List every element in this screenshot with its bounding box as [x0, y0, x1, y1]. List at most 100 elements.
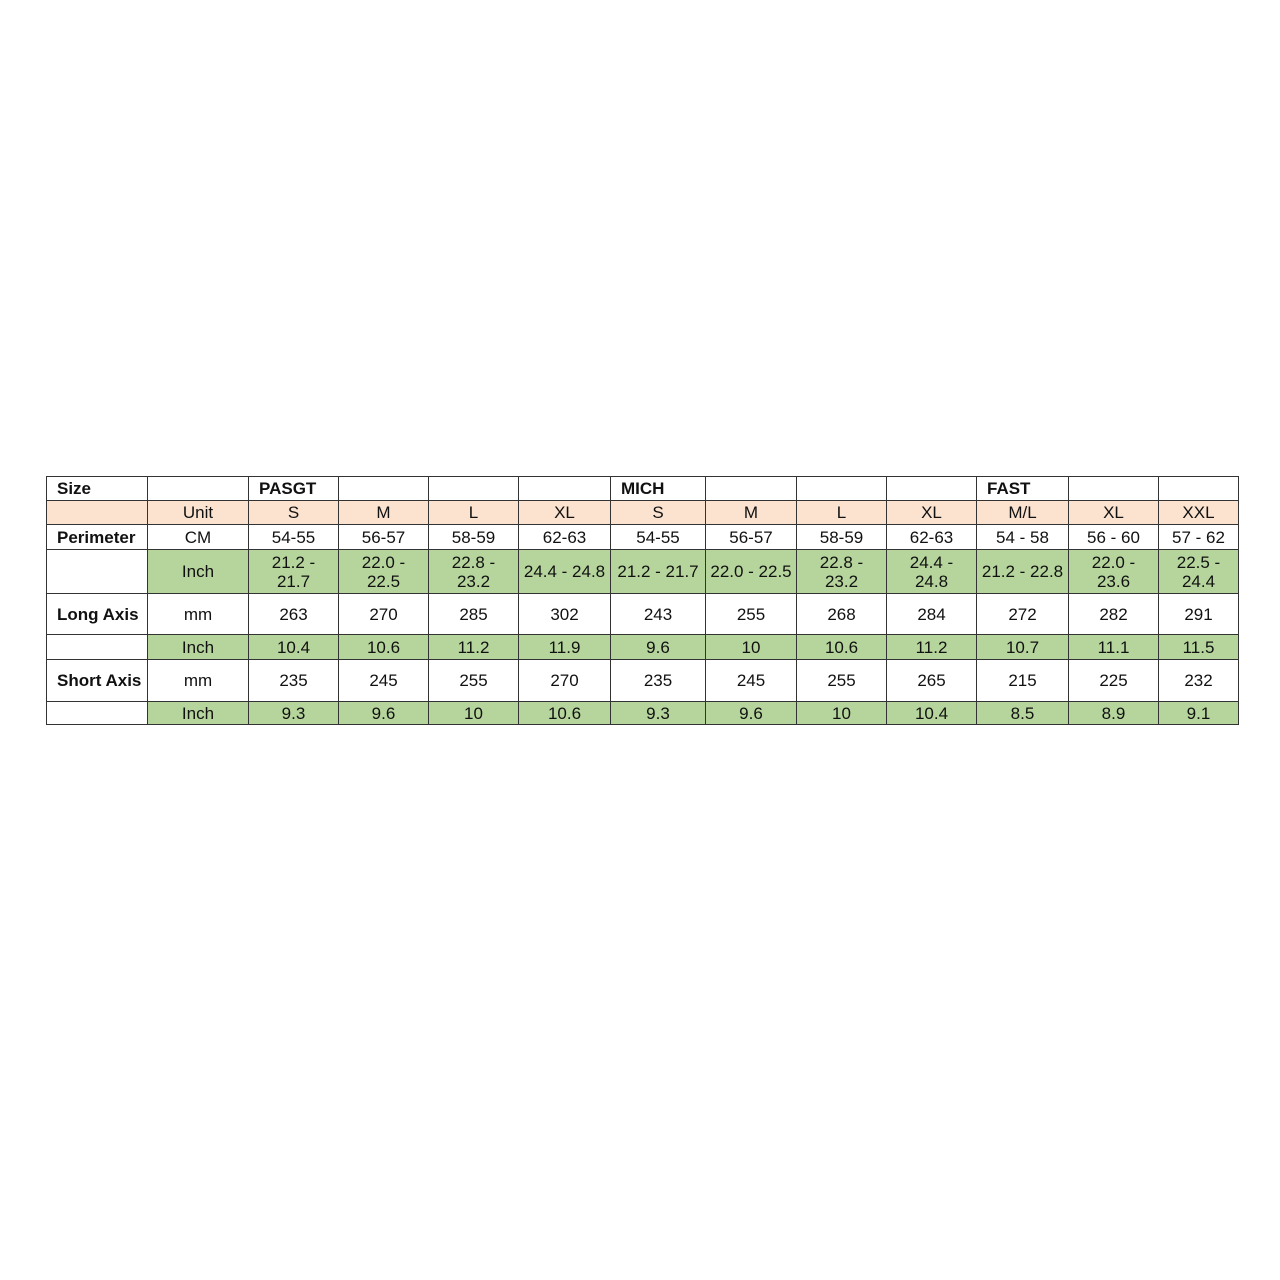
table-cell: 56-57	[338, 524, 429, 550]
row-label-cell	[46, 549, 148, 594]
table-cell: 10.6	[338, 634, 429, 660]
table-cell: 235	[248, 659, 339, 702]
row-label-cell: Long Axis	[46, 593, 148, 635]
table-cell: 22.0 - 22.5	[338, 549, 429, 594]
table-cell: 255	[796, 659, 887, 702]
table-cell: 282	[1068, 593, 1159, 635]
table-cell: 225	[1068, 659, 1159, 702]
table-cell: 22.0 - 23.6	[1068, 549, 1159, 594]
table-cell: 9.3	[248, 701, 339, 725]
table-cell: 54 - 58	[976, 524, 1069, 550]
table-cell: 245	[705, 659, 797, 702]
table-row: Inch 10.4 10.6 11.2 11.9 9.6 10 10.6 11.2 10.7 11.…	[46, 634, 1239, 660]
table-cell: 265	[886, 659, 977, 702]
table-cell: 54-55	[610, 524, 706, 550]
table-cell: 8.5	[976, 701, 1069, 725]
table-cell: 10	[796, 701, 887, 725]
table-cell: 270	[518, 659, 611, 702]
table-cell: XL	[886, 500, 977, 525]
table-cell: S	[248, 500, 339, 525]
table-cell: 24.4 - 24.8	[518, 549, 611, 594]
table-cell: 9.6	[610, 634, 706, 660]
table-cell: M/L	[976, 500, 1069, 525]
group-header-cell: PASGT	[248, 476, 339, 501]
table-cell: 10.6	[796, 634, 887, 660]
row-label-cell	[46, 634, 148, 660]
table-cell: 285	[428, 593, 519, 635]
group-header-cell	[518, 476, 611, 501]
table-cell: 232	[1158, 659, 1239, 702]
table-cell: 56-57	[705, 524, 797, 550]
group-header-cell	[796, 476, 887, 501]
table-cell: 24.4 - 24.8	[886, 549, 977, 594]
table-cell: 11.5	[1158, 634, 1239, 660]
table-cell: 22.8 - 23.2	[796, 549, 887, 594]
table-cell: 54-55	[248, 524, 339, 550]
row-label-cell	[46, 500, 148, 525]
table-cell: XL	[518, 500, 611, 525]
table-row: Perimeter CM 54-55 56-57 58-59 62-63 54-55 56-5…	[46, 524, 1239, 550]
table-cell: 10.4	[248, 634, 339, 660]
table-cell: 56 - 60	[1068, 524, 1159, 550]
table-cell: 235	[610, 659, 706, 702]
table-cell: Unit	[147, 500, 249, 525]
row-label-cell: Size	[46, 476, 148, 501]
table-cell: L	[796, 500, 887, 525]
table-cell: 255	[428, 659, 519, 702]
table-cell: 11.1	[1068, 634, 1159, 660]
table-cell: mm	[147, 593, 249, 635]
table-cell: 10.6	[518, 701, 611, 725]
table-cell: 291	[1158, 593, 1239, 635]
table-row: Size PASGT MICH FAST	[46, 476, 1239, 501]
table-cell: 10.7	[976, 634, 1069, 660]
table-cell: Inch	[147, 634, 249, 660]
table-cell: S	[610, 500, 706, 525]
row-label-cell: Perimeter	[46, 524, 148, 550]
group-header-cell: MICH	[610, 476, 706, 501]
group-header-cell	[428, 476, 519, 501]
table-cell: 58-59	[796, 524, 887, 550]
table-cell: 21.2 - 22.8	[976, 549, 1069, 594]
table-cell: mm	[147, 659, 249, 702]
row-label-cell	[46, 701, 148, 725]
table-cell: 22.5 - 24.4	[1158, 549, 1239, 594]
table-cell: 245	[338, 659, 429, 702]
table-row: Short Axis mm 235 245 255 270 235 245 255 265 215 2…	[46, 659, 1239, 702]
group-header-cell	[338, 476, 429, 501]
group-header-cell	[705, 476, 797, 501]
table-cell: 8.9	[1068, 701, 1159, 725]
helmet-size-chart: Size PASGT MICH FAST Unit S M L XL S M L XL M/L XL XXL P…	[46, 476, 1239, 725]
table-cell: 57 - 62	[1158, 524, 1239, 550]
table-cell: 215	[976, 659, 1069, 702]
table-cell: 302	[518, 593, 611, 635]
table-cell: L	[428, 500, 519, 525]
table-cell: M	[705, 500, 797, 525]
table-cell: 11.9	[518, 634, 611, 660]
table-cell: 22.8 - 23.2	[428, 549, 519, 594]
table-cell: 9.3	[610, 701, 706, 725]
table-cell: CM	[147, 524, 249, 550]
group-header-cell	[1068, 476, 1159, 501]
row-label-cell: Short Axis	[46, 659, 148, 702]
table-cell: 62-63	[886, 524, 977, 550]
table-cell: Inch	[147, 549, 249, 594]
table-row: Unit S M L XL S M L XL M/L XL XXL	[46, 500, 1239, 525]
table-row: Long Axis mm 263 270 285 302 243 255 268 284 272 28…	[46, 593, 1239, 635]
table-cell: XXL	[1158, 500, 1239, 525]
table-cell: 255	[705, 593, 797, 635]
table-cell: 268	[796, 593, 887, 635]
table-cell: 10	[428, 701, 519, 725]
table-cell: 9.6	[705, 701, 797, 725]
table-cell: 263	[248, 593, 339, 635]
table-row: Inch 21.2 - 21.7 22.0 - 22.5 22.8 - 23.2 24.…	[46, 549, 1239, 594]
table-cell: 11.2	[428, 634, 519, 660]
group-header-cell	[147, 476, 249, 501]
table-cell: 62-63	[518, 524, 611, 550]
table-cell: 21.2 - 21.7	[610, 549, 706, 594]
table-cell: 11.2	[886, 634, 977, 660]
table-cell: 58-59	[428, 524, 519, 550]
table-cell: 272	[976, 593, 1069, 635]
group-header-cell	[1158, 476, 1239, 501]
table-cell: 10	[705, 634, 797, 660]
table-cell: 9.6	[338, 701, 429, 725]
